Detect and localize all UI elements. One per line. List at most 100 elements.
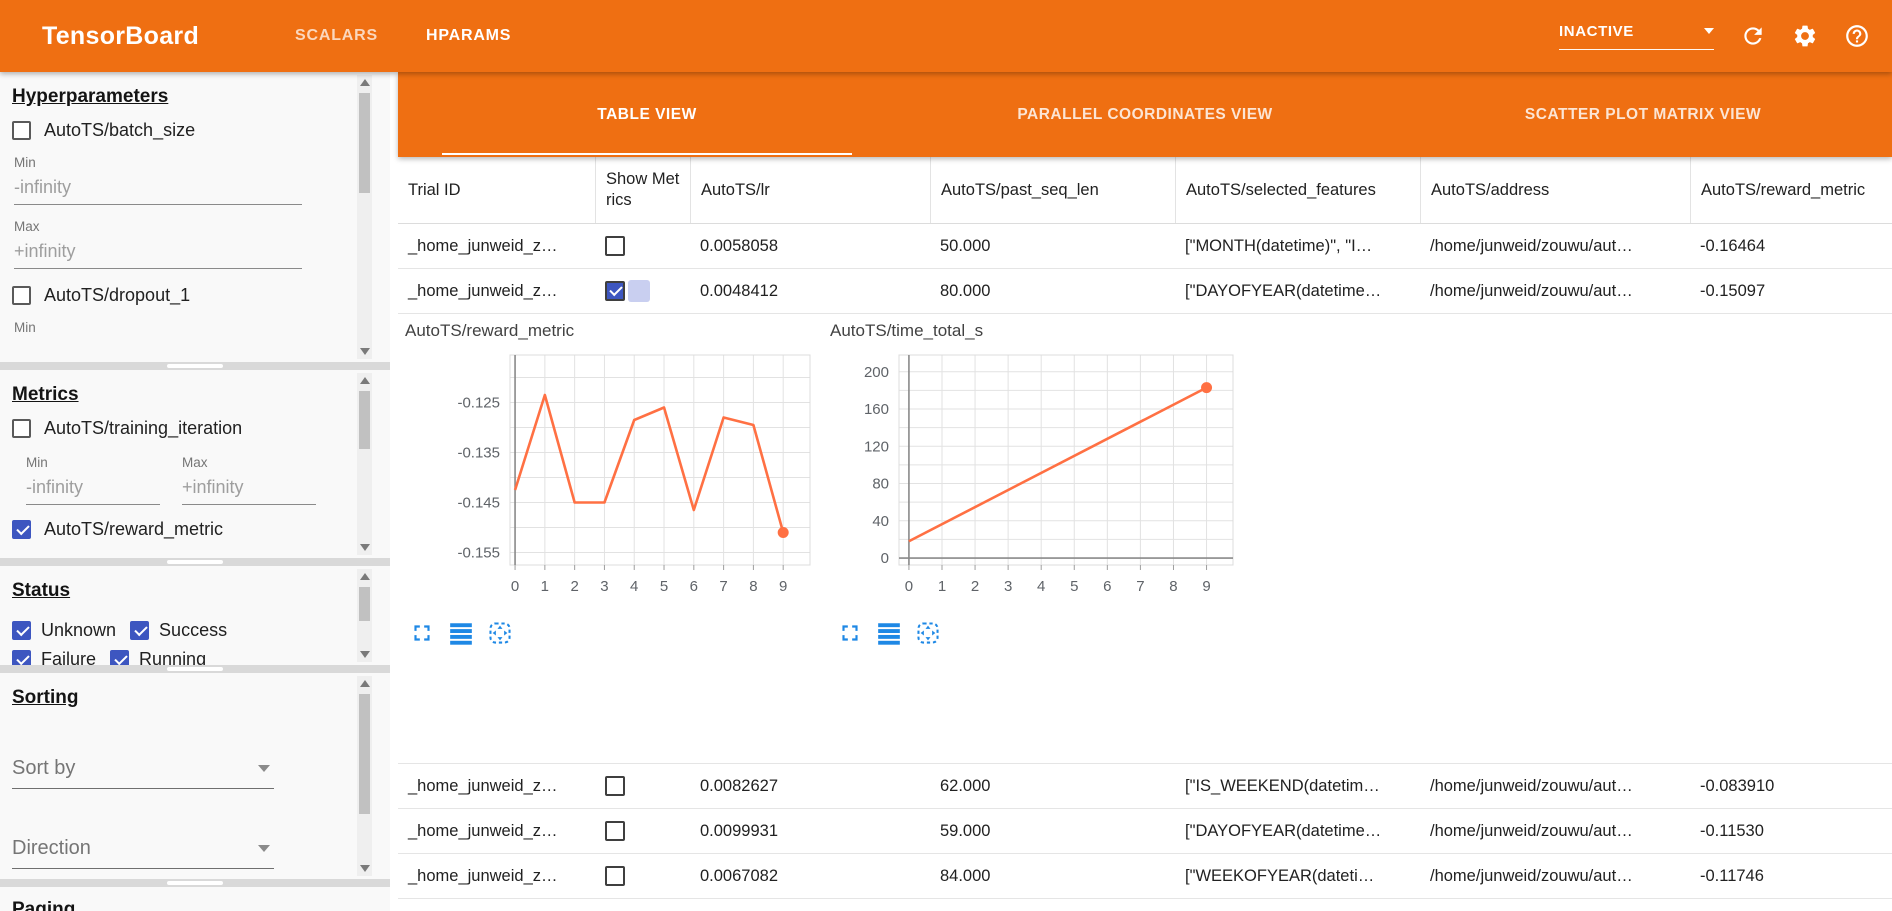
table-row: _home_junweid_z… 0.0099931 59.000 ["DAYO… [398, 809, 1892, 854]
address-cell: /home/junweid/zouwu/aut… [1430, 281, 1633, 300]
tab-scatter-plot-matrix-view[interactable]: SCATTER PLOT MATRIX VIEW [1524, 105, 1762, 123]
resize-grip[interactable] [167, 881, 223, 885]
table-row: _home_junweid_z… 0.0048412 80.000 ["DAYO… [398, 269, 1892, 314]
pan-icon[interactable] [487, 620, 513, 646]
scroll-down-icon[interactable] [359, 651, 370, 658]
checkbox-ripple [628, 280, 650, 302]
status-unknown-checkbox[interactable] [12, 621, 31, 640]
batch-size-label: AutoTS/batch_size [44, 120, 196, 140]
lr-cell: 0.0082627 [700, 776, 778, 795]
scrollbar-thumb[interactable] [359, 93, 370, 193]
metrics-scrollbar[interactable] [357, 373, 372, 555]
sorting-heading: Sorting [12, 687, 79, 708]
status-scrollbar[interactable] [357, 569, 372, 662]
scrollbar-thumb[interactable] [359, 587, 370, 621]
scroll-up-icon[interactable] [359, 680, 370, 687]
rows-icon[interactable] [876, 620, 902, 646]
settings-gear-icon[interactable] [1792, 23, 1818, 49]
refresh-icon[interactable] [1740, 23, 1766, 49]
svg-text:2: 2 [570, 578, 578, 595]
min-label: Min [26, 455, 48, 470]
scrollbar-thumb[interactable] [359, 391, 370, 449]
chevron-down-icon [258, 765, 270, 772]
show-metrics-checkbox[interactable] [605, 281, 625, 301]
scroll-up-icon[interactable] [359, 573, 370, 580]
tab-table-view[interactable]: TABLE VIEW [398, 72, 896, 157]
trial-id-cell: _home_junweid_z… [408, 821, 558, 840]
status-running-label: Running [139, 649, 207, 665]
tab-scalars[interactable]: SCALARS [295, 27, 378, 44]
svg-text:0: 0 [881, 550, 889, 567]
svg-text:9: 9 [1202, 578, 1210, 595]
help-icon[interactable] [1844, 23, 1870, 49]
svg-text:-0.155: -0.155 [457, 545, 500, 562]
svg-text:6: 6 [1103, 578, 1111, 595]
batch-size-checkbox[interactable] [12, 121, 31, 140]
column-header-trial-id: Trial ID [408, 180, 461, 199]
fullscreen-icon[interactable] [837, 620, 863, 646]
max-input[interactable]: +infinity [182, 470, 316, 505]
hyperparameters-panel: Hyperparameters AutoTS/batch_size Min -i… [0, 72, 390, 362]
selected-features-cell: ["IS_WEEKEND(datetim… [1185, 776, 1380, 795]
show-metrics-checkbox[interactable] [605, 776, 625, 796]
svg-text:-0.125: -0.125 [457, 395, 500, 412]
pan-icon[interactable] [915, 620, 941, 646]
svg-text:2: 2 [971, 578, 979, 595]
reward-metric-chart[interactable]: AutoTS/reward_metric -0.125 -0.135 -0.145 -0… [398, 314, 818, 614]
selected-features-cell: ["DAYOFYEAR(datetime… [1185, 821, 1382, 840]
selected-features-cell: ["WEEKOFYEAR(dateti… [1185, 866, 1375, 885]
panel-resize-handle[interactable] [0, 665, 390, 673]
hyperparameters-scrollbar[interactable] [357, 75, 372, 359]
svg-text:AutoTS/reward_metric: AutoTS/reward_metric [405, 321, 575, 340]
fullscreen-icon[interactable] [409, 620, 435, 646]
table-rows-top: _home_junweid_z… 0.0058058 50.000 ["MONT… [398, 224, 1892, 314]
scroll-up-icon[interactable] [359, 377, 370, 384]
status-running-checkbox[interactable] [110, 650, 130, 665]
panel-resize-handle[interactable] [0, 879, 390, 887]
svg-text:80: 80 [872, 476, 889, 493]
direction-dropdown[interactable]: Direction [12, 831, 274, 869]
min-input[interactable]: -infinity [26, 470, 160, 505]
tab-parallel-coordinates-view[interactable]: PARALLEL COORDINATES VIEW [1017, 105, 1273, 123]
resize-grip[interactable] [167, 560, 223, 564]
show-metrics-cell [595, 854, 690, 898]
tab-hparams[interactable]: HPARAMS [425, 27, 512, 44]
trial-id-cell: _home_junweid_z… [408, 281, 558, 300]
svg-text:5: 5 [1070, 578, 1078, 595]
training-iteration-checkbox[interactable] [12, 419, 31, 438]
dropout-checkbox[interactable] [12, 286, 31, 305]
show-metrics-checkbox[interactable] [605, 236, 625, 256]
show-metrics-checkbox[interactable] [605, 866, 625, 886]
status-success-checkbox[interactable] [130, 621, 150, 640]
scroll-up-icon[interactable] [359, 79, 370, 86]
past-seq-len-cell: 59.000 [940, 821, 991, 840]
svg-text:40: 40 [872, 513, 889, 530]
svg-text:5: 5 [660, 578, 668, 595]
resize-grip[interactable] [167, 667, 223, 671]
scroll-down-icon[interactable] [359, 865, 370, 872]
column-header-address: AutoTS/address [1420, 157, 1690, 223]
resize-grip[interactable] [167, 364, 223, 368]
past-seq-len-cell: 80.000 [940, 281, 991, 300]
scroll-down-icon[interactable] [359, 348, 370, 355]
paging-heading: Paging [12, 899, 76, 911]
status-failure-checkbox[interactable] [12, 650, 31, 665]
time-total-chart[interactable]: AutoTS/time_total_s 200 160 120 80 40 00 1 2 3 4 5 6… [826, 314, 1246, 614]
panel-resize-handle[interactable] [0, 362, 390, 370]
panel-resize-handle[interactable] [0, 558, 390, 566]
max-input[interactable]: +infinity [14, 234, 302, 269]
status-dropdown[interactable]: INACTIVE [1559, 23, 1714, 50]
rows-icon[interactable] [448, 620, 474, 646]
reward-metric-checkbox[interactable] [12, 520, 31, 539]
scrollbar-thumb[interactable] [359, 694, 370, 814]
min-input[interactable]: -infinity [14, 170, 302, 205]
reward-metric-label: AutoTS/reward_metric [44, 519, 224, 539]
scroll-down-icon[interactable] [359, 544, 370, 551]
column-header-lr: AutoTS/lr [690, 157, 930, 223]
svg-text:0: 0 [511, 578, 519, 595]
sorting-scrollbar[interactable] [357, 676, 372, 876]
show-metrics-checkbox[interactable] [605, 821, 625, 841]
dropout-label: AutoTS/dropout_1 [44, 285, 191, 305]
sort-by-dropdown[interactable]: Sort by [12, 751, 274, 789]
svg-text:1: 1 [938, 578, 946, 595]
